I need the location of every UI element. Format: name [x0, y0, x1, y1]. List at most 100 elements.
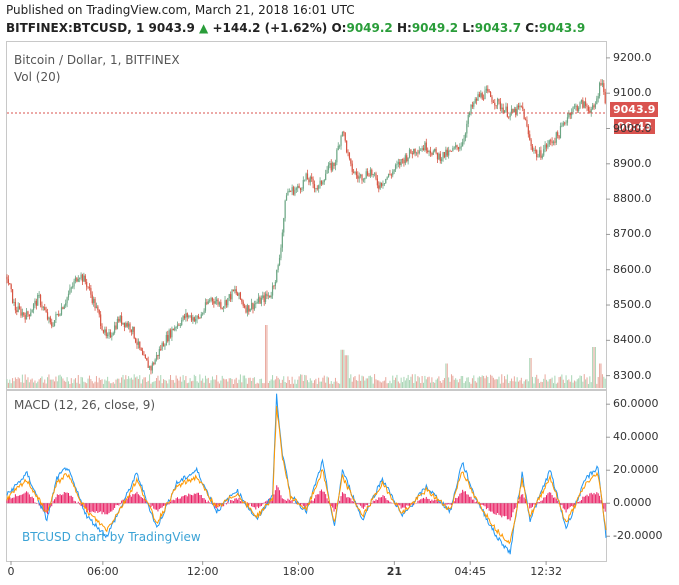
candle-body — [361, 174, 363, 181]
candle-body — [249, 308, 251, 312]
candle-body — [487, 88, 489, 92]
candle-body — [358, 176, 360, 179]
candle-body — [193, 317, 195, 322]
candle-body — [18, 306, 21, 309]
candle-body — [463, 138, 465, 143]
candle-body — [255, 303, 257, 305]
candle-body — [59, 314, 61, 316]
price-change: +144.2 (+1.62%) — [212, 21, 328, 35]
candle-body — [51, 322, 53, 327]
x-tick-label: 18:00 — [282, 565, 315, 578]
candle-body — [49, 317, 51, 323]
volume-label: Vol (20) — [14, 70, 61, 84]
candle-body — [245, 307, 247, 313]
candle-body — [259, 297, 261, 304]
candle-body — [580, 100, 583, 103]
candle-body — [65, 303, 67, 306]
candle-body — [11, 289, 14, 303]
close-value: 9043.9 — [538, 21, 586, 35]
candle-body — [263, 295, 265, 302]
candle-body — [216, 299, 218, 302]
candle-body — [469, 112, 471, 116]
low-value: 9043.7 — [474, 21, 522, 35]
candle-body — [524, 119, 527, 121]
candle-body — [214, 301, 216, 304]
candle-body — [365, 171, 367, 178]
candle-body — [72, 286, 74, 288]
candle-body — [369, 169, 371, 177]
candle-body — [48, 317, 50, 320]
candle-body — [476, 98, 478, 101]
candle-body — [336, 149, 338, 163]
candle-body — [221, 308, 223, 309]
candle-body — [146, 358, 148, 361]
candle-body — [232, 289, 235, 291]
candle-body — [121, 315, 123, 325]
candle-body — [597, 96, 599, 99]
candle-body — [382, 184, 384, 186]
candle-body — [466, 123, 468, 134]
candle-body — [406, 155, 408, 162]
candle-body — [224, 300, 226, 307]
candle-body — [471, 104, 474, 107]
candle-body — [547, 144, 549, 148]
candle-body — [248, 305, 250, 312]
candle-body — [385, 178, 387, 184]
candle-body — [223, 306, 225, 309]
candle-body — [442, 152, 444, 159]
price-pane[interactable] — [6, 41, 607, 390]
candle-body — [443, 152, 446, 158]
candle-body — [344, 132, 346, 141]
candle-body — [244, 305, 246, 308]
candle-body — [600, 83, 602, 85]
candle-body — [199, 317, 201, 319]
candle-body — [495, 105, 497, 107]
candle-body — [39, 294, 42, 306]
candle-body — [523, 108, 525, 120]
candle-body — [418, 150, 420, 154]
candle-body — [347, 152, 349, 153]
candle-body — [10, 284, 12, 290]
candle-body — [316, 188, 318, 190]
candle-body — [585, 101, 587, 106]
candle-body — [107, 334, 109, 337]
candle-body — [270, 295, 272, 298]
candle-body — [160, 349, 162, 350]
candle-body — [593, 105, 595, 108]
candle-body — [589, 110, 591, 113]
candle-body — [52, 325, 54, 327]
candle-body — [312, 178, 314, 185]
candle-body — [380, 182, 383, 186]
candle-body — [105, 329, 107, 337]
candle-body — [527, 126, 529, 135]
candle-body — [332, 162, 334, 171]
candle-body — [25, 311, 28, 320]
candle-body — [125, 323, 127, 328]
candle-body — [220, 302, 222, 309]
candle-body — [94, 298, 96, 309]
candle-body — [357, 175, 359, 179]
candle-body — [508, 116, 510, 118]
macd-pane[interactable] — [6, 390, 607, 562]
candle-body — [488, 91, 490, 93]
candle-body — [330, 163, 332, 171]
candle-body — [167, 335, 169, 342]
candle-body — [513, 108, 515, 113]
candle-body — [533, 149, 535, 151]
candle-body — [431, 153, 433, 155]
candle-body — [491, 96, 493, 102]
candle-body — [353, 171, 355, 173]
candle-body — [509, 113, 511, 118]
candle-body — [253, 304, 255, 310]
candle-body — [501, 107, 503, 110]
candle-body — [376, 178, 378, 186]
candle-body — [150, 366, 152, 371]
candle-body — [218, 302, 221, 305]
candle-body — [372, 174, 374, 175]
candle-body — [115, 325, 117, 329]
candle-body — [322, 182, 324, 185]
candle-body — [285, 195, 288, 201]
candle-body — [428, 150, 430, 152]
candle-body — [97, 306, 99, 310]
